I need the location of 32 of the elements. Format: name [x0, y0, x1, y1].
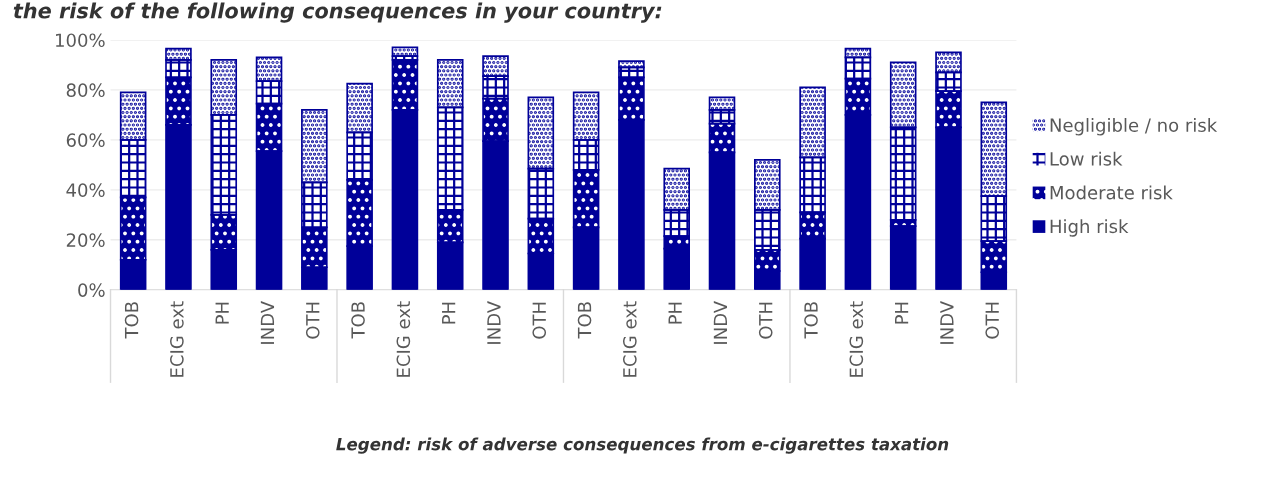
y-tick-label: 60% — [66, 133, 105, 147]
chart-title: the risk of the following consequences in your country: — [13, 2, 662, 23]
x-tick-label: OTH — [758, 302, 773, 339]
x-tick-label: INDV — [713, 301, 727, 344]
legend-label: Low risk — [1050, 151, 1123, 166]
x-tick-label: OTH — [305, 302, 320, 339]
x-tick-label: ECIG ext — [396, 301, 411, 377]
x-tick-label: TOB — [577, 302, 592, 339]
legend-label: Negligible / no risk — [1050, 118, 1218, 136]
y-tick-label: 20% — [66, 233, 105, 247]
x-tick-label: OTH — [532, 302, 547, 339]
x-tick-label: INDV — [487, 301, 501, 344]
x-tick-label: ECIG ext — [623, 301, 637, 377]
y-tick-label: 40% — [66, 183, 105, 197]
legend-label: High risk — [1050, 219, 1129, 237]
x-tick-label: INDV — [940, 301, 954, 344]
x-tick-label: TOB — [124, 302, 139, 339]
y-tick-label: 0% — [78, 283, 105, 297]
x-tick-label: TOB — [804, 302, 818, 339]
x-tick-label: INDV — [260, 301, 275, 344]
x-tick-label: OTH — [985, 302, 1000, 339]
legend-label: Moderate risk — [1050, 185, 1173, 200]
text: Legend: risk of adverse consequences from e-cigarettes taxation — [336, 437, 949, 454]
x-tick-label: TOB — [351, 302, 365, 339]
x-tick-label: PH — [215, 302, 229, 324]
x-tick-label: PH — [668, 302, 682, 324]
y-tick-label: 100% — [56, 33, 105, 48]
y-tick-label: 80% — [66, 83, 105, 98]
x-tick-label: PH — [895, 302, 909, 324]
x-tick-label: ECIG ext — [849, 301, 864, 377]
x-tick-label: PH — [442, 302, 456, 324]
x-tick-label: ECIG ext — [170, 301, 184, 377]
